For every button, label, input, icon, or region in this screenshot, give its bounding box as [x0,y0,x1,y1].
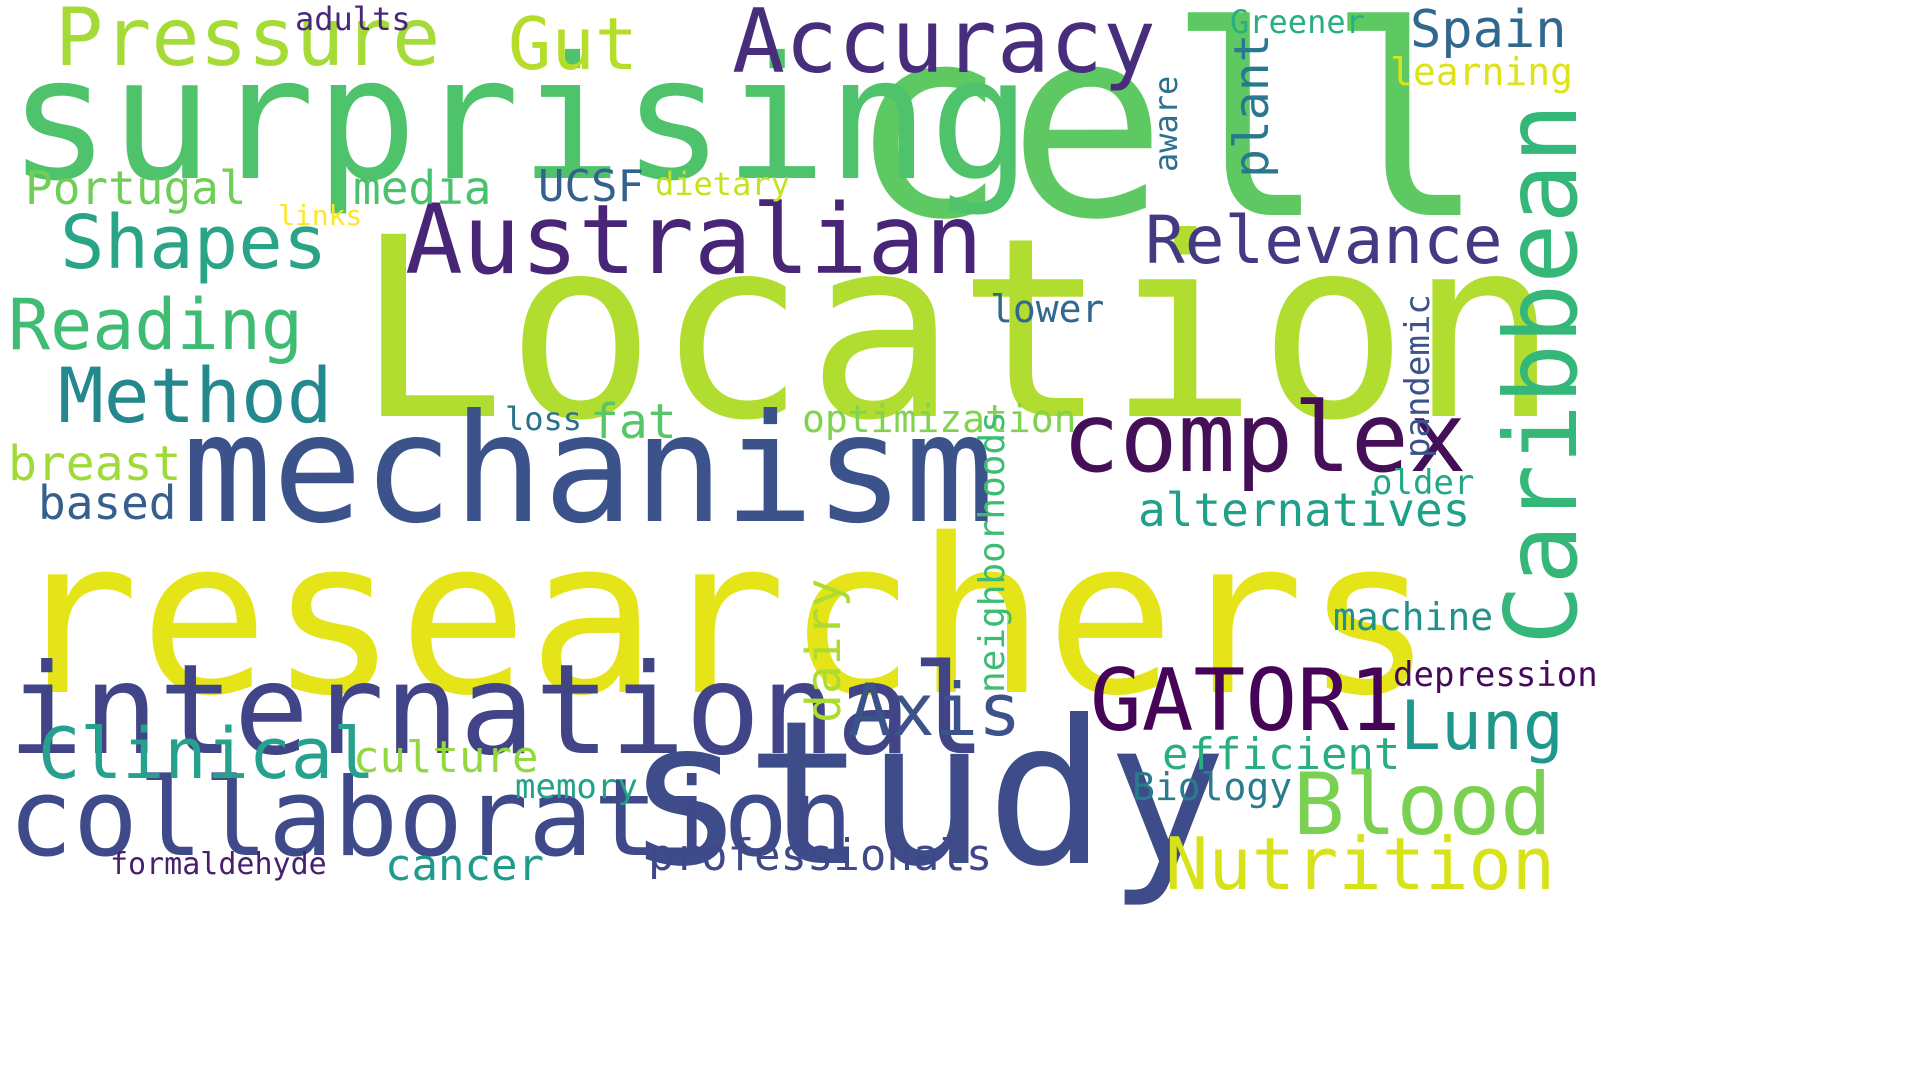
word-culture: culture [353,732,539,783]
word-nutrition: Nutrition [1165,822,1556,906]
word-optimization: optimization [802,397,1077,441]
word-learning: learning [1390,50,1574,94]
word-portugal: Portugal [25,161,247,215]
word-breast: breast [8,436,182,492]
word-location: Location [355,184,1560,475]
word-shapes: Shapes [60,200,328,286]
word-machine: machine [1333,595,1494,639]
word-gator1: GATOR1 [1090,651,1401,751]
word-depression: depression [1393,655,1598,695]
word-blood: Blood [1293,755,1552,855]
word-spain: Spain [1410,0,1567,60]
word-gut: Gut [508,2,639,86]
word-mechanism: mechanism [182,383,995,557]
word-biology: Biology [1132,765,1293,809]
word-professionals: professionals [648,830,993,881]
word-dietary: dietary [655,165,790,203]
word-greener: Greener [1230,3,1365,41]
word-loss: loss [505,400,583,438]
word-plant: plant [1224,33,1280,179]
word-pandemic: pandemic [1398,294,1438,458]
word-based: based [38,476,177,530]
word-international: international [8,638,987,783]
word-cancer: cancer [385,840,544,891]
word-clinical: Clinical [38,713,376,795]
word-fat: fat [590,394,677,450]
word-efficient: efficient [1162,729,1401,780]
word-links: links [278,199,363,232]
word-lower: lower [990,287,1105,331]
word-accuracy: Accuracy [732,0,1156,93]
word-lung: Lung [1400,687,1564,766]
word-study: study [625,678,1228,911]
word-cell: cell [848,0,1487,278]
word-axis: Axis [848,668,1022,752]
word-caribbean: Caribbean [1483,103,1600,645]
word-ucsf: UCSF [538,161,644,212]
word-australian: Australian [405,184,983,296]
word-relevance: Relevance [1145,202,1503,279]
word-complex: complex [1062,382,1467,494]
word-formaldehyde: formaldehyde [110,847,327,882]
word-adults: adults [295,0,411,38]
word-method: Method [58,351,333,440]
word-neighborhoods: neighborhoods [972,411,1013,693]
word-aware: aware [1147,75,1185,172]
word-reading: Reading [8,284,304,366]
word-older: older [1372,463,1475,503]
word-collaboration: collaboration [8,756,854,881]
word-surprising: surprising [8,21,1032,219]
word-researchers: researchers [10,492,1434,743]
word-pressure: Pressure [55,0,441,84]
word-alternatives: alternatives [1138,483,1471,537]
word-media: media [353,161,492,215]
word-memory: memory [515,767,638,807]
word-dairy: dairy [796,578,852,724]
